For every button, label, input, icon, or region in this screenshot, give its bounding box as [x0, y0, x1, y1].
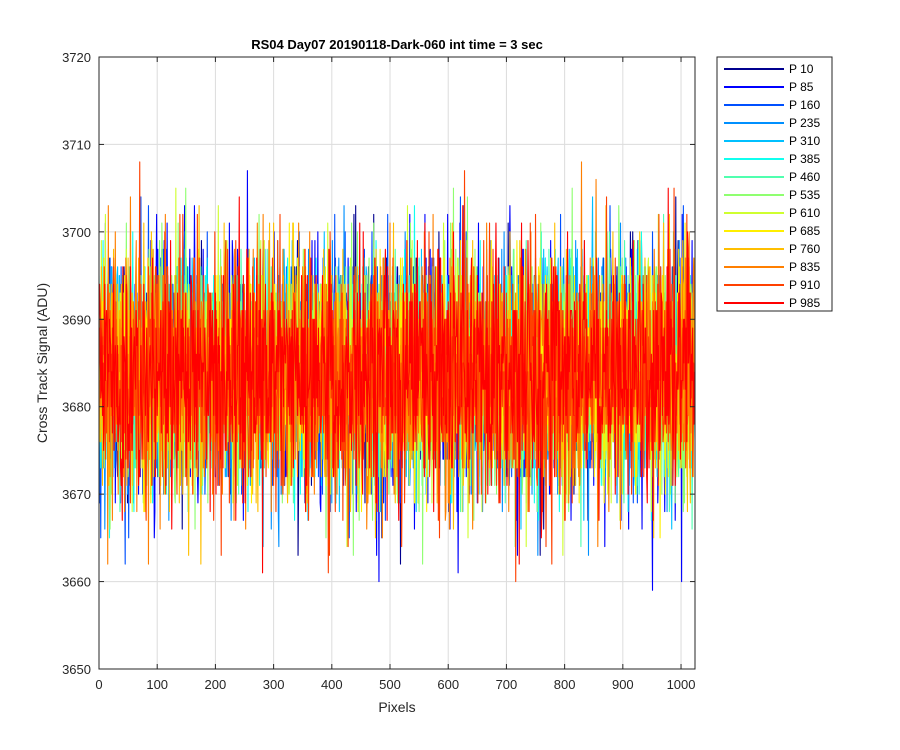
y-axis-label: Cross Track Signal (ADU): [34, 283, 50, 443]
legend-label: P 310: [789, 134, 820, 148]
legend-label: P 385: [789, 152, 820, 166]
x-tick-label: 800: [554, 677, 576, 692]
y-tick-label: 3660: [62, 575, 91, 590]
legend: P 10 P 85 P 160 P 235 P 310 P 385 P 460 P 535 P …: [716, 56, 833, 312]
legend-label: P 610: [789, 206, 820, 220]
x-tick-label: 200: [205, 677, 227, 692]
axis-ticks: 0 100 200 300 400 500 600 700 800 900 1000 3650 3660…: [62, 50, 695, 692]
y-tick-label: 3650: [62, 662, 91, 677]
plot-frame: [98, 56, 696, 670]
x-tick-label: 400: [321, 677, 343, 692]
legend-label: P 835: [789, 260, 820, 274]
legend-label: P 685: [789, 224, 820, 238]
y-tick-label: 3700: [62, 225, 91, 240]
legend-label: P 85: [789, 80, 814, 94]
y-tick-label: 3720: [62, 50, 91, 65]
y-tick-label: 3670: [62, 487, 91, 502]
y-tick-label: 3680: [62, 400, 91, 415]
chart-title: RS04 Day07 20190118-Dark-060 int time = …: [251, 37, 543, 52]
legend-label: P 160: [789, 98, 820, 112]
x-tick-label: 700: [496, 677, 518, 692]
legend-label: P 760: [789, 242, 820, 256]
x-axis-label: Pixels: [378, 699, 415, 715]
series-lines: [99, 161, 695, 591]
legend-label: P 910: [789, 278, 820, 292]
x-tick-label: 500: [379, 677, 401, 692]
x-tick-label: 600: [437, 677, 459, 692]
x-tick-label: 0: [95, 677, 102, 692]
y-tick-label: 3710: [62, 137, 91, 152]
x-tick-label: 300: [263, 677, 285, 692]
x-tick-label: 1000: [667, 677, 696, 692]
legend-label: P 460: [789, 170, 820, 184]
legend-label: P 985: [789, 296, 820, 310]
legend-label: P 535: [789, 188, 820, 202]
x-tick-label: 900: [612, 677, 634, 692]
series-line-p985: [99, 187, 695, 574]
legend-box: [716, 56, 833, 312]
legend-label: P 10: [789, 62, 814, 76]
legend-label: P 235: [789, 116, 820, 130]
x-tick-label: 100: [146, 677, 168, 692]
y-tick-label: 3690: [62, 312, 91, 327]
